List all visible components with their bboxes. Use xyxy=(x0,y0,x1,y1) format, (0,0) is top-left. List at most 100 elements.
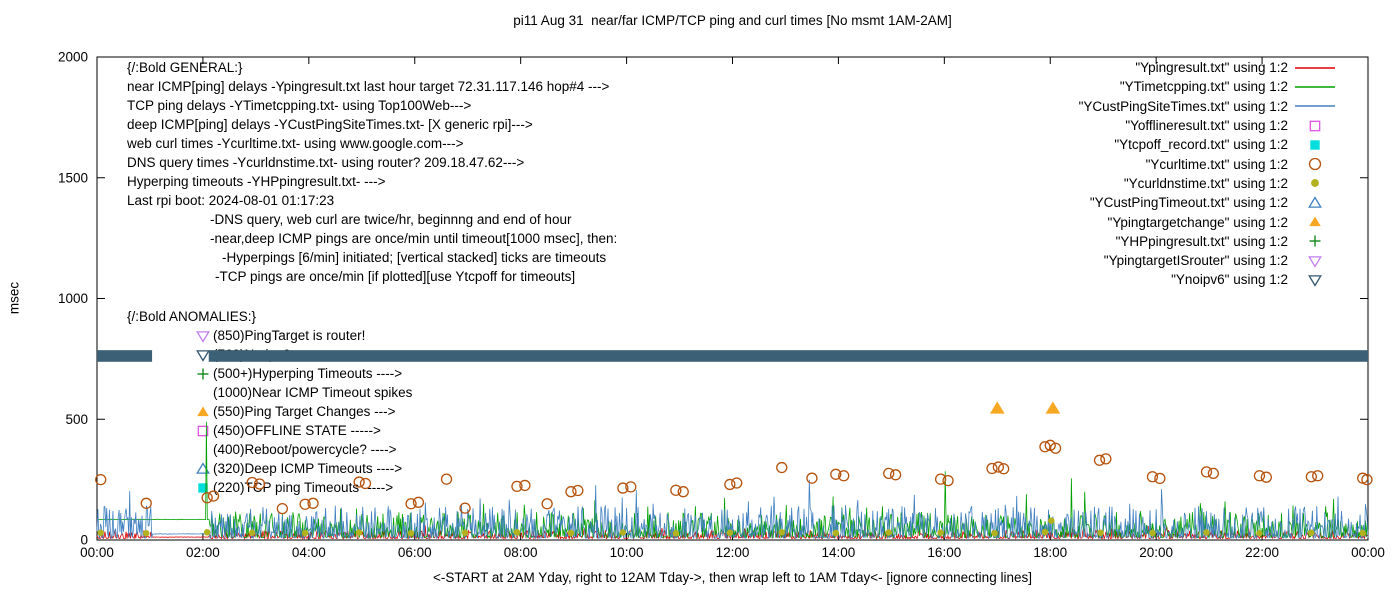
point-Ypingtargetchange xyxy=(1045,401,1061,414)
point-Ycurltime xyxy=(677,486,689,498)
point-Ycurltime xyxy=(412,496,425,508)
square-open-icon xyxy=(197,425,209,436)
plus-icon xyxy=(1309,235,1321,247)
y-tick-label: 1500 xyxy=(58,170,88,185)
general-note: -DNS query, web curl are twice/hr, begin… xyxy=(210,212,572,227)
anomaly-marker xyxy=(198,482,208,493)
y-tick-label: 1000 xyxy=(58,291,88,306)
square-filled-icon xyxy=(1310,140,1320,150)
point-Ycurltime xyxy=(1154,472,1166,485)
point-Ycurldnstime xyxy=(1256,529,1263,537)
anomaly-line: (550)Ping Target Changes ---> xyxy=(195,402,412,421)
point-Ycurltime xyxy=(440,473,453,485)
legend-entry: "Ypingtargetchange" using 1:2 xyxy=(1079,212,1338,231)
anomaly-text: (550)Ping Target Changes ---> xyxy=(213,404,396,419)
circle-filled-icon xyxy=(1311,179,1319,188)
general-line: near ICMP[ping] delays -Ypingresult.txt … xyxy=(127,79,610,94)
general-line: Hyperping timeouts -YHPpingresult.txt- -… xyxy=(127,174,386,189)
legend-entry: "YHPpingresult.txt" using 1:2 xyxy=(1079,232,1338,251)
point-Ycurltime xyxy=(670,484,682,496)
legend-label: "Ytcpoff_record.txt" using 1:2 xyxy=(1114,137,1288,153)
anomaly-marker xyxy=(196,330,210,343)
point-Ycurltime xyxy=(1305,471,1317,483)
general-line: TCP ping delays -YTimetcpping.txt- using… xyxy=(127,98,472,113)
point-Ycurltime xyxy=(1049,442,1062,454)
anomaly-marker-spacer xyxy=(195,385,213,401)
legend-entry: "Ycurltime.txt" using 1:2 xyxy=(1079,154,1338,173)
triangle-up-filled-icon xyxy=(197,406,209,416)
anomaly-marker xyxy=(197,406,209,416)
x-tick-label: 18:00 xyxy=(1033,545,1067,560)
anomaly-text: (320)Deep ICMP Timeouts ----> xyxy=(213,461,403,476)
point-Ycurltime xyxy=(776,461,788,474)
point-Ycurldnstime xyxy=(1041,528,1049,536)
legend-entry: "YTimetcpping.txt" using 1:2 xyxy=(1079,77,1338,96)
legend-label: "Ycurldnstime.txt" using 1:2 xyxy=(1123,175,1288,191)
triangle-down-open-icon xyxy=(1308,255,1322,268)
point-Ycurltime xyxy=(986,462,998,475)
point-Ycurltime xyxy=(541,498,553,510)
point-Ycurltime xyxy=(1039,441,1051,453)
point-Ycurldnstime xyxy=(885,529,892,536)
point-Ycurltime xyxy=(519,479,531,492)
point-Ycurltime xyxy=(276,502,289,515)
x-tick-label: 06:00 xyxy=(398,545,432,560)
point-Ycurldnstime xyxy=(407,529,415,537)
x-tick-label: 22:00 xyxy=(1245,545,1279,560)
legend-entry: "Ynoipv6" using 1:2 xyxy=(1079,270,1338,289)
anomaly-line: (320)Deep ICMP Timeouts ----> xyxy=(195,459,412,478)
anomaly-text: (760)No ipv6 xyxy=(213,347,291,362)
general-line: web curl times -Ycurltime.txt- using www… xyxy=(127,136,464,151)
point-Ycurldnstime xyxy=(726,529,734,536)
point-Ypingtargetchange xyxy=(989,401,1005,414)
point-Ycurltime xyxy=(731,477,743,489)
point-Ycurldnstime xyxy=(937,529,944,536)
x-tick-label: 00:00 xyxy=(80,545,114,560)
point-Ycurldnstime xyxy=(1149,529,1156,537)
x-tick-label: 20:00 xyxy=(1139,545,1173,560)
point-Ycurldnstime xyxy=(1097,529,1104,536)
x-tick-label: 00:00 xyxy=(1351,545,1385,560)
legend-line-sample xyxy=(1295,105,1335,107)
anomaly-line: (220)TCP ping Timeouts -----> xyxy=(195,478,412,497)
legend-label: "Ypingresult.txt" using 1:2 xyxy=(1135,60,1288,76)
legend-entry: "Yofflineresult.txt" using 1:2 xyxy=(1079,116,1338,135)
general-note: -TCP pings are once/min [if plotted][use… xyxy=(215,269,576,284)
point-Ycurltime xyxy=(942,474,954,487)
point-Ycurldnstime xyxy=(513,529,521,536)
plus-icon xyxy=(197,368,209,379)
point-Ycurldnstime xyxy=(991,529,998,537)
legend-label: "Yofflineresult.txt" using 1:2 xyxy=(1125,118,1288,134)
point-Ycurltime xyxy=(565,486,577,498)
anomaly-line: (1000)Near ICMP Timeout spikes xyxy=(195,383,412,402)
x-tick-label: 08:00 xyxy=(504,545,538,560)
point-Ycurltime xyxy=(1357,472,1369,484)
legend-entry: "Ytcpoff_record.txt" using 1:2 xyxy=(1079,135,1338,154)
anomaly-marker-spacer xyxy=(195,442,213,458)
point-Ycurltime xyxy=(889,469,902,481)
point-Ycurltime xyxy=(140,497,152,509)
x-axis-label: <-START at 2AM Yday, right to 12AM Tday-… xyxy=(433,570,1032,585)
general-line: Last rpi boot: 2024-08-01 01:17:23 xyxy=(127,193,335,208)
point-Ycurltime xyxy=(1200,466,1213,478)
anomaly-line: (500+)Hyperping Timeouts ----> xyxy=(195,364,412,383)
legend-label: "YTimetcpping.txt" using 1:2 xyxy=(1119,79,1288,95)
anomaly-line: (760)No ipv6 xyxy=(195,345,412,364)
point-Ycurldnstime xyxy=(1048,517,1055,524)
chart-title: pi11 Aug 31 near/far ICMP/TCP ping and c… xyxy=(513,13,952,28)
legend-label: "Ycurltime.txt" using 1:2 xyxy=(1145,156,1288,172)
square-filled-icon xyxy=(198,482,208,493)
x-tick-label: 14:00 xyxy=(822,545,856,560)
general-heading: {/:Bold GENERAL:} xyxy=(127,60,243,75)
general-note: -near,deep ICMP pings are once/min until… xyxy=(210,231,618,246)
point-Ycurldnstime xyxy=(301,529,309,537)
point-Ycurltime xyxy=(1100,453,1112,465)
point-Ycurltime xyxy=(511,480,523,493)
legend-marker xyxy=(1309,216,1321,227)
triangle-down-open-icon xyxy=(196,349,210,362)
legend-marker xyxy=(1308,195,1322,208)
point-Ycurldnstime xyxy=(461,529,469,536)
point-Ycurltime xyxy=(1044,439,1056,451)
general-lines: near ICMP[ping] delays -Ypingresult.txt … xyxy=(127,77,617,286)
legend-marker xyxy=(1308,255,1322,268)
